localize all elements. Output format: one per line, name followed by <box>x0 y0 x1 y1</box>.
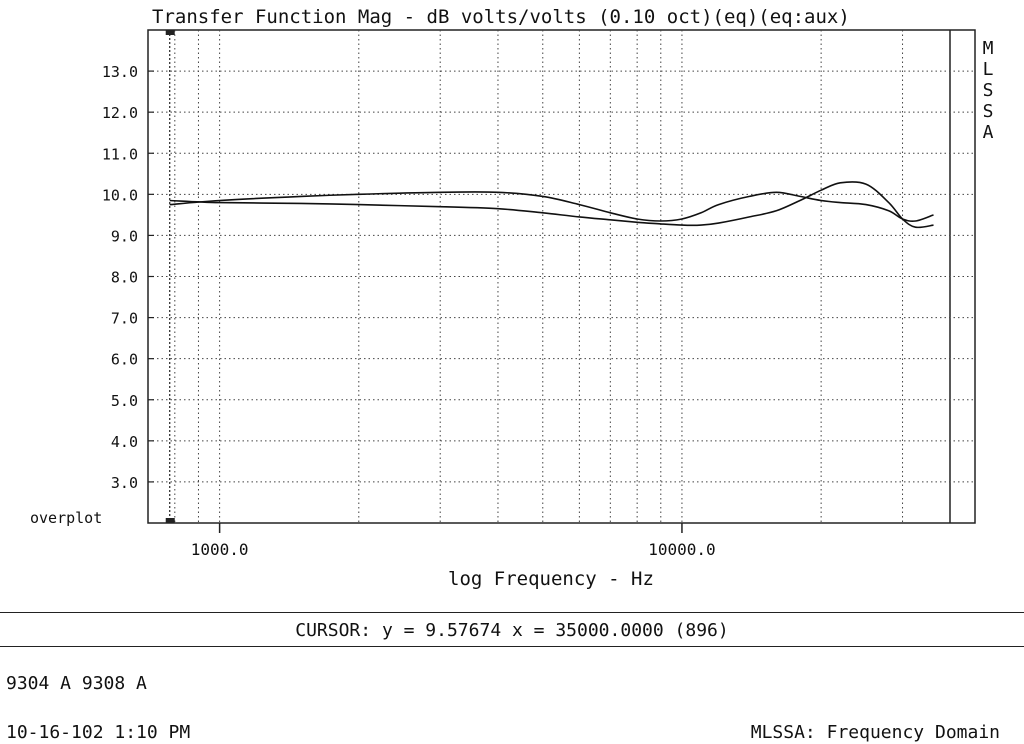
x-axis-label: log Frequency - Hz <box>448 568 654 590</box>
transfer-function-plot: 13.0 12.0 11.0 10.0 9.0 8.0 7.0 6.0 5.0 4.0 3.0 100… <box>102 29 976 559</box>
divider-bottom <box>0 646 1024 647</box>
timestamp: 10-16-102 1:10 PM <box>6 722 191 743</box>
brand-letter: M <box>982 38 994 59</box>
y-tick-label: 6.0 <box>111 351 138 369</box>
brand-letter: A <box>982 122 994 143</box>
x-tick-label: 10000.0 <box>648 540 715 559</box>
y-tick-label: 5.0 <box>111 392 138 410</box>
mode-label: MLSSA: Frequency Domain <box>750 722 1000 743</box>
y-tick-label: 10.0 <box>102 186 138 204</box>
brand-letter: L <box>982 59 994 80</box>
y-tick-label: 3.0 <box>111 474 138 492</box>
y-tick-label: 12.0 <box>102 104 138 122</box>
brand-letter: S <box>982 80 994 101</box>
series-line-2 <box>169 181 934 229</box>
y-tick-label: 13.0 <box>102 63 138 81</box>
brand-vertical-label: M L S S A <box>980 38 996 143</box>
y-tick-label: 8.0 <box>111 269 138 287</box>
cursor-readout: CURSOR: y = 9.57674 x = 35000.0000 (896) <box>295 620 729 641</box>
series-line-1 <box>169 191 934 223</box>
y-tick-label: 9.0 <box>111 227 138 245</box>
y-tick-label: 11.0 <box>102 145 138 163</box>
divider-top <box>0 612 1024 613</box>
x-tick-label: 1000.0 <box>191 540 249 559</box>
cursor-marker-bottom <box>165 518 175 523</box>
chart-title: Transfer Function Mag - dB volts/volts (… <box>152 6 850 28</box>
file-ids: 9304 A 9308 A <box>6 673 147 694</box>
y-tick-label: 7.0 <box>111 310 138 328</box>
y-tick-label: 4.0 <box>111 433 138 451</box>
brand-letter: S <box>982 101 994 122</box>
cursor-marker-top <box>165 30 175 35</box>
overplot-label: overplot <box>30 509 103 527</box>
